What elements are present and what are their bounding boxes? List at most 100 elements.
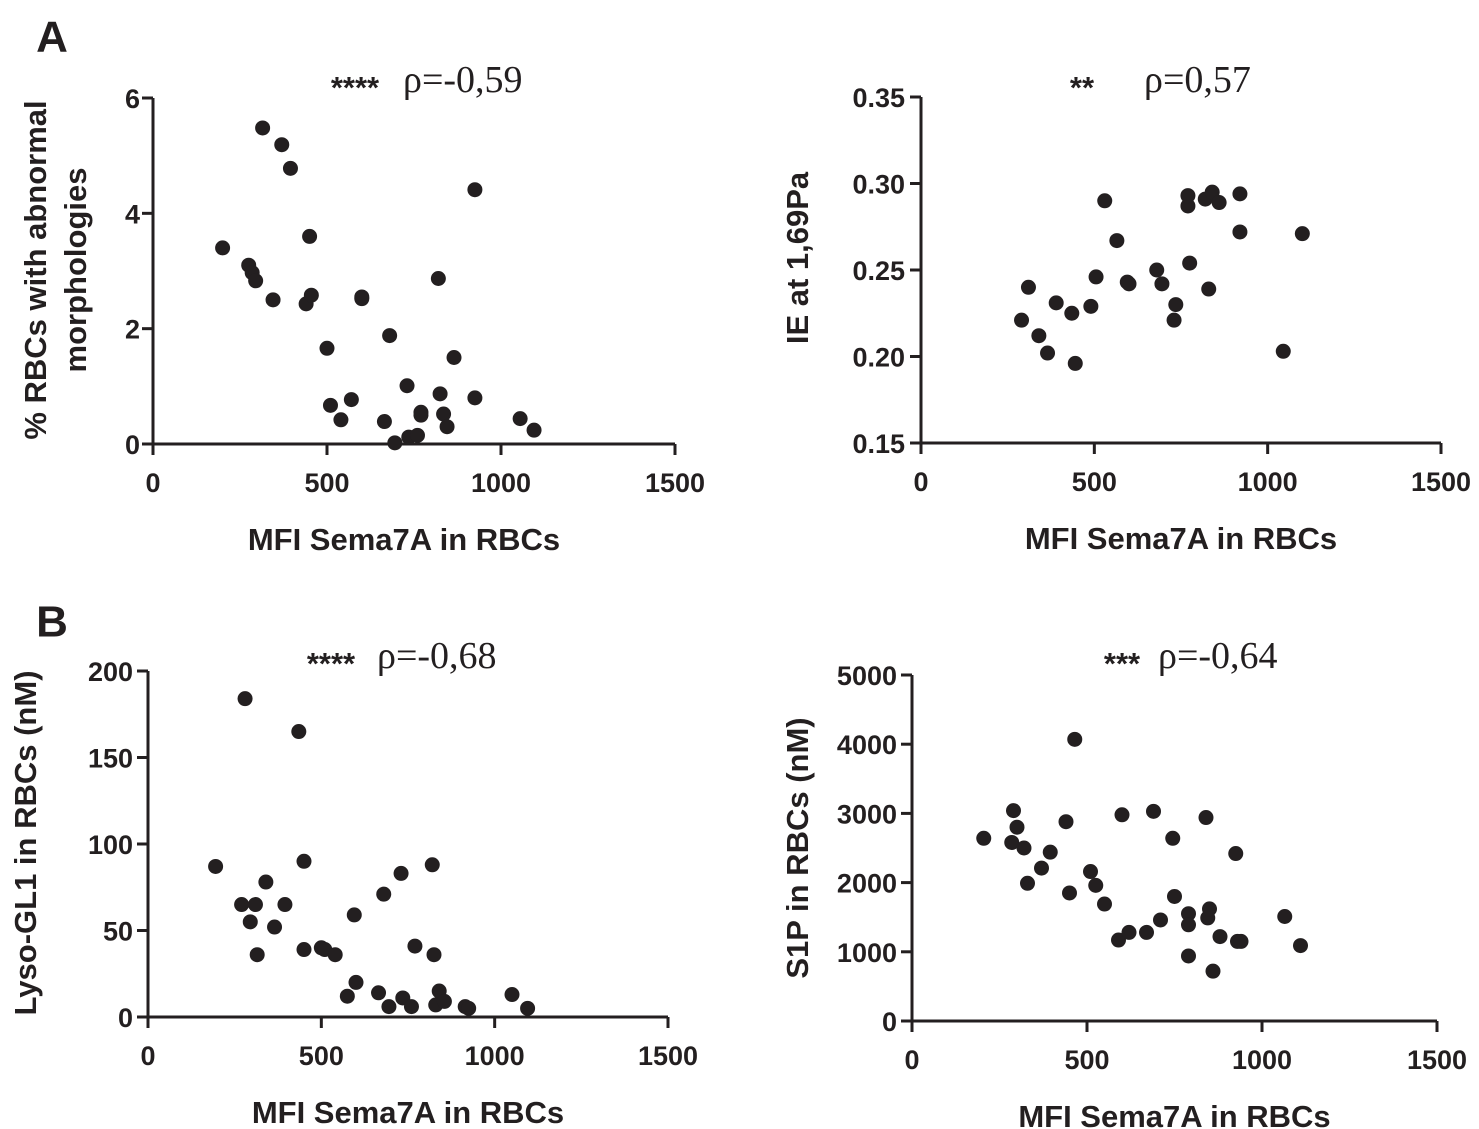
data-point — [467, 390, 483, 406]
y-tick-label: 4 — [125, 199, 140, 229]
data-point — [1139, 924, 1154, 940]
data-point — [403, 999, 419, 1015]
y-tick-label: 0.35 — [852, 83, 905, 113]
data-point — [376, 886, 392, 902]
data-point — [1212, 929, 1228, 945]
data-point — [430, 270, 446, 286]
data-point — [1083, 864, 1098, 880]
data-point — [319, 340, 335, 356]
y-axis-label: Lyso-GL1 in RBCs (nM) — [8, 670, 43, 1015]
data-point — [1181, 948, 1196, 964]
data-point — [432, 386, 448, 402]
y-tick-label: 0 — [125, 430, 140, 460]
data-point — [426, 947, 442, 963]
data-point — [274, 137, 290, 153]
data-point — [1009, 819, 1025, 835]
significance-stars: **** — [307, 646, 356, 681]
data-point — [249, 947, 265, 963]
data-point — [1205, 963, 1221, 979]
data-point — [409, 427, 425, 443]
data-point — [1067, 731, 1083, 747]
correlation-label: ρ=-0,59 — [403, 59, 523, 101]
y-tick-label: 50 — [103, 917, 133, 947]
data-point — [265, 292, 281, 308]
data-point — [424, 857, 440, 873]
data-point — [1058, 814, 1074, 830]
data-point — [1083, 298, 1099, 314]
data-point — [242, 914, 258, 930]
data-point — [1232, 186, 1248, 202]
data-point — [1020, 875, 1035, 891]
y-tick-label: 4000 — [837, 730, 897, 760]
y-tick-label: 5000 — [837, 661, 897, 691]
data-point — [348, 974, 364, 990]
data-point — [267, 919, 283, 935]
y-tick-label: 2 — [125, 315, 140, 345]
scatter-points — [1014, 184, 1310, 371]
y-tick-label: 0 — [118, 1003, 133, 1033]
data-point — [346, 907, 362, 923]
y-axis-label: S1P in RBCs (nM) — [780, 717, 815, 978]
data-point — [234, 897, 250, 913]
x-tick-label: 1500 — [645, 468, 705, 498]
data-point — [1277, 909, 1293, 925]
data-point — [339, 988, 355, 1004]
scatter-points — [976, 731, 1308, 979]
data-point — [461, 1000, 477, 1016]
x-tick-label: 500 — [299, 1041, 344, 1071]
y-tick-label: 0 — [882, 1007, 897, 1037]
x-tick-label: 1500 — [1411, 467, 1471, 497]
scatter-points — [208, 691, 536, 1016]
data-point — [1109, 233, 1125, 249]
correlation-label: ρ=-0,68 — [377, 635, 497, 677]
data-point — [1042, 844, 1058, 860]
data-point — [393, 865, 409, 881]
data-point — [1020, 279, 1036, 295]
data-point — [371, 985, 387, 1001]
data-point — [237, 691, 253, 707]
data-point — [1006, 803, 1021, 819]
x-tick-label: 0 — [140, 1041, 155, 1071]
x-axis-label: MFI Sema7A in RBCs — [1025, 521, 1337, 556]
x-tick-label: 0 — [913, 467, 928, 497]
data-point — [1233, 933, 1249, 949]
x-tick-label: 500 — [304, 468, 349, 498]
data-point — [1088, 877, 1104, 893]
data-point — [512, 411, 528, 427]
data-point — [1165, 830, 1181, 846]
data-point — [1181, 906, 1196, 922]
x-tick-label: 500 — [1072, 467, 1117, 497]
data-point — [526, 422, 542, 438]
data-point — [1097, 896, 1112, 912]
chart-ie: 0 500 1000 1500 0.15 0.20 0.25 0.30 0.35 MFI Sema… — [780, 59, 1471, 556]
correlation-label: ρ=0,57 — [1144, 59, 1251, 101]
data-point — [1067, 355, 1083, 371]
data-point — [277, 897, 293, 913]
data-point — [1111, 932, 1126, 948]
significance-stars: ** — [1070, 70, 1095, 105]
data-point — [1034, 860, 1049, 876]
y-tick-label: 0.20 — [852, 343, 905, 373]
x-tick-label: 1000 — [1238, 467, 1298, 497]
x-tick-label: 1000 — [1232, 1045, 1292, 1075]
data-point — [1146, 803, 1161, 819]
data-point — [399, 378, 415, 394]
data-point — [504, 987, 520, 1003]
y-tick-label: 100 — [88, 830, 133, 860]
data-point — [976, 830, 992, 846]
data-point — [439, 419, 455, 435]
data-point — [296, 853, 312, 869]
y-axis-label: morphologies — [58, 168, 93, 373]
significance-stars: **** — [331, 70, 380, 105]
data-point — [1275, 343, 1291, 359]
data-point — [1168, 297, 1184, 313]
panel-letters: AB — [36, 13, 68, 647]
data-point — [382, 328, 398, 344]
data-point — [1180, 188, 1196, 204]
data-point — [354, 291, 370, 307]
data-point — [1294, 226, 1310, 242]
correlation-label: ρ=-0,64 — [1158, 635, 1278, 677]
data-point — [1121, 924, 1137, 940]
data-point — [208, 858, 224, 874]
